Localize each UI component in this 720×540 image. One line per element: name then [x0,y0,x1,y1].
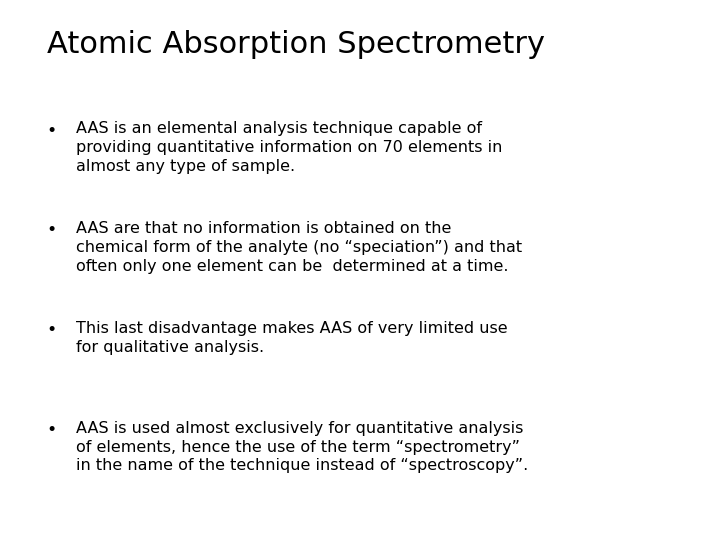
Text: Atomic Absorption Spectrometry: Atomic Absorption Spectrometry [47,30,545,59]
Text: AAS is an elemental analysis technique capable of
providing quantitative informa: AAS is an elemental analysis technique c… [76,122,502,174]
Text: This last disadvantage makes AAS of very limited use
for qualitative analysis.: This last disadvantage makes AAS of very… [76,321,507,355]
Text: •: • [47,421,57,439]
Text: •: • [47,221,57,239]
Text: •: • [47,321,57,339]
Text: AAS is used almost exclusively for quantitative analysis
of elements, hence the : AAS is used almost exclusively for quant… [76,421,528,474]
Text: AAS are that no information is obtained on the
chemical form of the analyte (no : AAS are that no information is obtained … [76,221,522,274]
Text: •: • [47,122,57,139]
